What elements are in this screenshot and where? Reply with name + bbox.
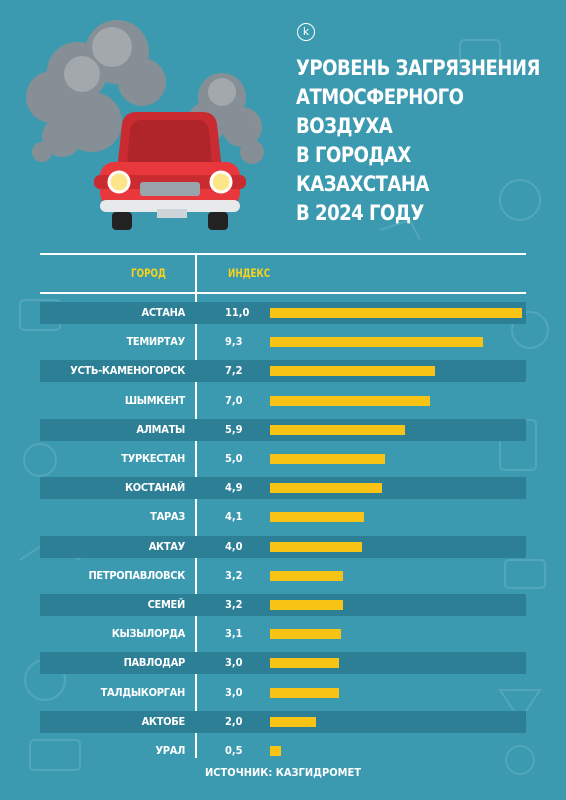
bar bbox=[270, 366, 435, 377]
bar bbox=[270, 687, 339, 698]
bar bbox=[270, 541, 362, 552]
bar bbox=[270, 337, 484, 348]
city-label: СЕМЕЙ bbox=[147, 598, 186, 611]
index-value-label: 3,0 bbox=[225, 685, 243, 699]
source-note: ИСТОЧНИК: КАЗГИДРОМЕТ bbox=[205, 766, 361, 779]
car-smoke-illustration bbox=[26, 20, 264, 230]
bar bbox=[270, 746, 282, 756]
index-value-label: 4,1 bbox=[225, 510, 243, 524]
bar bbox=[270, 629, 342, 640]
brand-logo: k bbox=[297, 23, 315, 41]
chart-title: УРОВЕНЬ ЗАГРЯЗНЕНИЯ АТМОСФЕРНОГО ВОЗДУХА… bbox=[296, 54, 540, 228]
index-value-label: 0,5 bbox=[225, 744, 243, 757]
bar bbox=[270, 308, 522, 318]
city-label: АСТАНА bbox=[141, 306, 186, 319]
title-line: АТМОСФЕРНОГО bbox=[296, 85, 464, 109]
city-label: УСТЬ-КАМЕНОГОРСК bbox=[70, 364, 185, 378]
city-label: ШЫМКЕНТ bbox=[124, 393, 185, 407]
index-value-label: 3,1 bbox=[225, 627, 243, 641]
city-label: ТЕМИРТАУ bbox=[126, 335, 185, 349]
index-value-label: 7,0 bbox=[225, 393, 243, 407]
bar bbox=[270, 716, 316, 727]
city-label: ТАРАЗ bbox=[150, 510, 185, 524]
bar bbox=[270, 570, 344, 581]
bar bbox=[270, 454, 385, 464]
city-label: ТАЛДЫКОРГАН bbox=[100, 685, 186, 699]
city-label: АКТАУ bbox=[148, 539, 186, 553]
index-value-label: 4,0 bbox=[225, 539, 243, 553]
bar bbox=[270, 483, 383, 494]
bar bbox=[270, 600, 344, 610]
bar bbox=[270, 658, 339, 669]
bar bbox=[270, 395, 431, 406]
city-label: ТУРКЕСТАН bbox=[121, 452, 185, 465]
title-line: ВОЗДУХА bbox=[296, 114, 393, 138]
city-label: ПЕТРОПАВЛОВСК bbox=[88, 568, 185, 582]
index-value-label: 3,0 bbox=[225, 656, 243, 670]
title-line: В 2024 ГОДУ bbox=[296, 201, 424, 225]
index-value-label: 7,2 bbox=[225, 364, 243, 378]
city-label: АЛМАТЫ bbox=[136, 422, 185, 436]
top-divider bbox=[40, 253, 526, 255]
column-divider bbox=[195, 253, 197, 758]
header-divider bbox=[40, 292, 526, 294]
index-value-label: 9,3 bbox=[225, 335, 243, 349]
city-label: КОСТАНАЙ bbox=[125, 481, 185, 495]
index-value-label: 5,0 bbox=[225, 452, 243, 465]
index-value-label: 11,0 bbox=[225, 306, 250, 319]
bar bbox=[270, 512, 364, 523]
index-value-label: 5,9 bbox=[225, 422, 243, 436]
index-value-label: 3,2 bbox=[225, 598, 243, 611]
city-label: КЫЗЫЛОРДА bbox=[111, 627, 186, 641]
title-line: В ГОРОДАХ bbox=[296, 143, 411, 167]
title-line: УРОВЕНЬ ЗАГРЯЗНЕНИЯ bbox=[296, 56, 540, 80]
city-column-header: ГОРОД bbox=[131, 266, 166, 280]
city-label: УРАЛ bbox=[155, 744, 185, 757]
index-value-label: 4,9 bbox=[225, 481, 243, 495]
index-value-label: 3,2 bbox=[225, 568, 243, 582]
city-label: АКТОБЕ bbox=[141, 714, 186, 728]
city-label: ПАВЛОДАР bbox=[123, 656, 186, 670]
index-column-header: ИНДЕКС bbox=[228, 266, 271, 280]
bar bbox=[270, 424, 406, 435]
index-value-label: 2,0 bbox=[225, 714, 243, 728]
title-line: КАЗАХСТАНА bbox=[296, 172, 429, 196]
